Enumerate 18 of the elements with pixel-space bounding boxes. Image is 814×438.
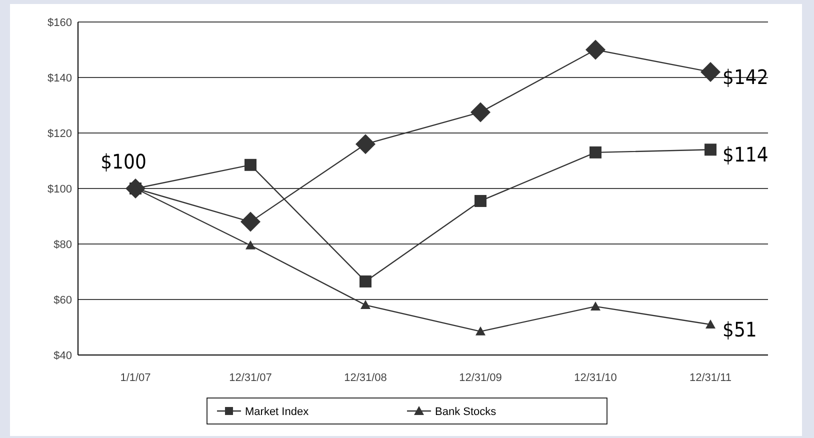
- y-tick-label: $140: [48, 72, 72, 84]
- x-tick-label: 12/31/07: [229, 372, 272, 384]
- y-tick-label: $120: [48, 128, 72, 140]
- y-tick-label: $60: [54, 294, 72, 306]
- data-label: $51: [722, 317, 757, 342]
- x-tick-label: 12/31/08: [344, 372, 387, 384]
- legend-label: Market Index: [245, 406, 310, 418]
- data-label: $100: [100, 150, 146, 174]
- data-label: $114: [722, 142, 768, 167]
- legend-label: Bank Stocks: [435, 406, 497, 418]
- x-tick-label: 12/31/11: [689, 372, 732, 384]
- y-tick-label: $100: [48, 183, 72, 196]
- y-tick-label: $80: [54, 238, 72, 251]
- x-tick-label: 12/31/10: [574, 372, 617, 384]
- y-tick-label: $160: [48, 16, 72, 29]
- y-tick-label: $40: [54, 350, 72, 362]
- x-tick-label: 12/31/09: [459, 372, 502, 384]
- x-tick-label: 1/1/07: [120, 372, 151, 384]
